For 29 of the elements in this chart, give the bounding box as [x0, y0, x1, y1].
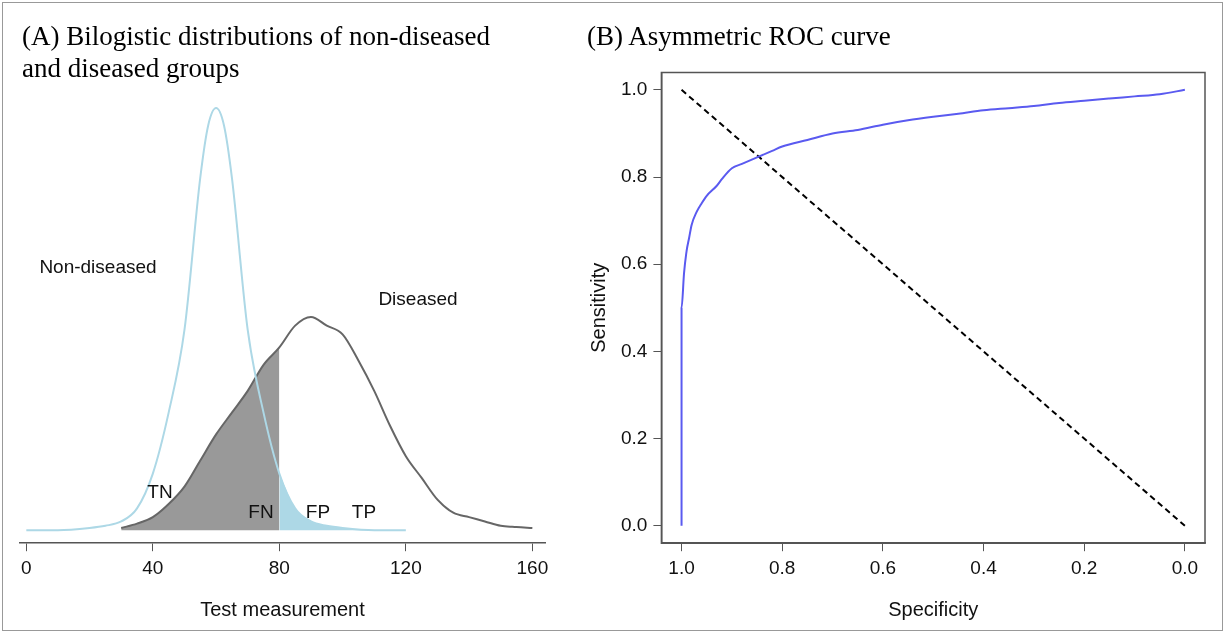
chart-title: (B) Asymmetric ROC curve [587, 20, 892, 52]
x-axis-title: Test measurement [200, 597, 366, 620]
y-tick-label: 0.6 [620, 252, 648, 274]
x-axis-title: Specificity [888, 597, 979, 620]
x-tick-label: 0.2 [1070, 556, 1098, 578]
x-tick-label: 0.8 [769, 556, 796, 578]
x-tick-label: 160 [516, 556, 549, 578]
x-tick-label: 40 [142, 556, 164, 578]
annotation: TN [147, 481, 173, 503]
chart-title: (A) Bilogistic distributions of non-diseased and diseased groups [22, 20, 491, 84]
y-axis-title: Sensitivity [586, 262, 609, 353]
x-tick-label: 1.0 [668, 556, 695, 578]
annotation: TP [351, 501, 377, 523]
y-tick-label: 0.4 [620, 339, 648, 361]
x-tick-label: 120 [389, 556, 422, 578]
y-tick-label: 0.0 [620, 514, 648, 535]
annotation: FP [305, 501, 331, 523]
y-tick-label: 0.2 [620, 426, 648, 448]
line-series [680, 88, 1186, 527]
x-tick-label: 0.4 [970, 556, 998, 578]
x-tick-label: 0.6 [869, 556, 897, 578]
x-tick-label: 0 [21, 556, 32, 578]
x-tick-label: 80 [268, 556, 290, 578]
text: Diseased [378, 288, 458, 310]
y-tick-label: 1.0 [620, 78, 648, 100]
y-tick-label: 0.8 [620, 165, 648, 187]
annotation: FN [248, 501, 274, 523]
x-tick-label: 0.0 [1171, 556, 1199, 578]
series-label: Non-diseased [39, 256, 157, 278]
